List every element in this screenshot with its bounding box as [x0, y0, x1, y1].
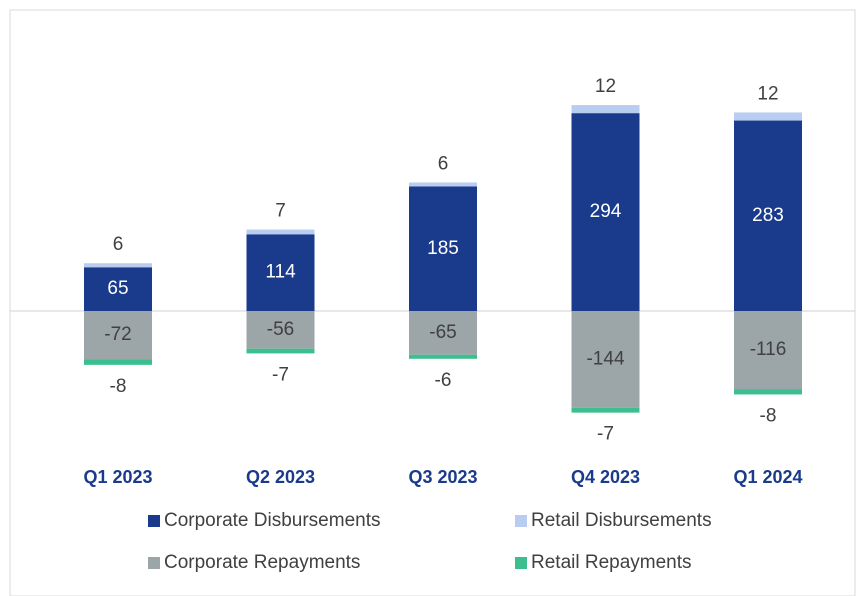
bar-segment: [84, 359, 152, 365]
chart-frame: [9, 9, 856, 596]
bar-segment: [734, 311, 802, 390]
x-tick-label: Q3 2023: [408, 467, 477, 487]
data-label: 65: [107, 278, 128, 299]
bar-segment: [571, 311, 640, 408]
data-label: -6: [435, 370, 452, 391]
data-label: -116: [750, 339, 787, 360]
bar-segment: [571, 113, 640, 311]
data-label: 12: [757, 83, 778, 104]
bar-segment: [571, 105, 640, 114]
data-label: -7: [272, 364, 289, 385]
bar-segment: [571, 407, 640, 413]
bar-segment: [246, 311, 315, 349]
bar-segment: [734, 112, 802, 121]
data-label: -56: [267, 319, 294, 340]
data-label: -8: [760, 405, 777, 426]
bar-segment: [734, 120, 802, 311]
legend-label: Corporate Disbursements: [164, 510, 380, 531]
legend-swatch: [515, 557, 527, 569]
bar-segment: [409, 354, 477, 359]
x-tick-label: Q1 2024: [733, 467, 802, 487]
legend-label: Retail Disbursements: [531, 510, 712, 531]
legend-label: Retail Repayments: [531, 552, 692, 573]
bar-segment: [409, 311, 477, 355]
data-label: 6: [438, 153, 449, 174]
data-label: -65: [429, 322, 456, 343]
data-label: 185: [427, 238, 459, 259]
legend-swatch: [515, 515, 527, 527]
data-label: 294: [590, 201, 622, 222]
bar-segment: [246, 229, 315, 235]
x-tick-label: Q1 2023: [83, 467, 152, 487]
legend-swatch: [148, 515, 160, 527]
bar-segment: [409, 182, 477, 187]
x-tick-label: Q2 2023: [246, 467, 315, 487]
data-label: -8: [110, 376, 127, 397]
legend-swatch: [148, 557, 160, 569]
bar-segment: [246, 348, 315, 354]
bar-segment: [409, 186, 477, 311]
data-label: 6: [113, 234, 124, 255]
bar-segment: [246, 234, 315, 311]
data-label: 12: [595, 76, 616, 97]
bar-segment: [84, 263, 152, 268]
legend-label: Corporate Repayments: [164, 552, 360, 573]
bar-segment: [734, 389, 802, 395]
data-label: 114: [265, 262, 296, 283]
data-label: -72: [104, 324, 131, 345]
data-label: -7: [597, 424, 614, 445]
data-label: 283: [752, 205, 784, 226]
x-tick-label: Q4 2023: [571, 467, 640, 487]
bar-segment: [84, 311, 152, 360]
data-label: 7: [275, 201, 286, 222]
bar-segment: [84, 267, 152, 311]
data-label: -144: [586, 348, 624, 369]
